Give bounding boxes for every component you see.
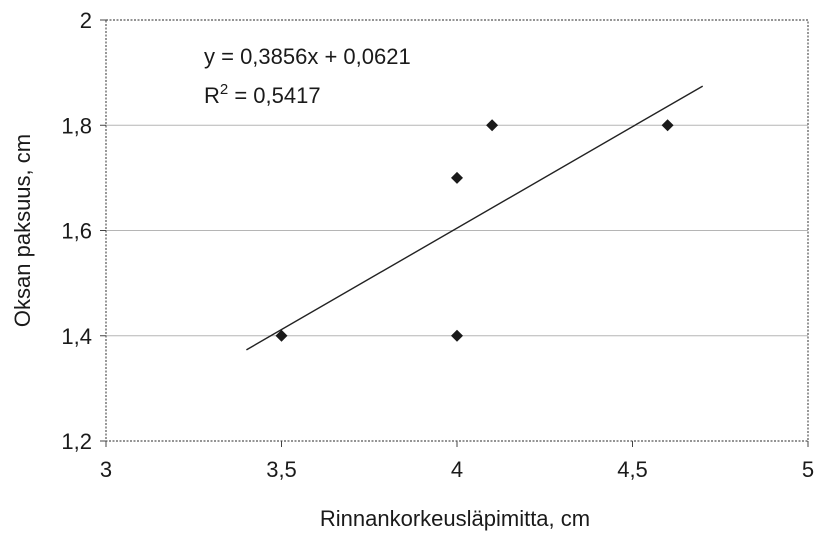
x-tick-label: 3 (100, 457, 112, 482)
y-axis-title: Oksan paksuus, cm (10, 134, 35, 327)
y-axis-ticks: 1,2 1,4 1,6 1,8 2 (61, 8, 106, 454)
data-points (275, 119, 674, 342)
x-tick-label: 4,5 (617, 457, 648, 482)
data-point (486, 119, 499, 132)
x-axis-title: Rinnankorkeusläpimitta, cm (320, 506, 590, 531)
r-squared-prefix: R (204, 83, 220, 108)
data-point (451, 329, 463, 342)
r-squared-value: = 0,5417 (228, 83, 320, 108)
x-tick-label: 3,5 (266, 457, 297, 482)
r-squared-label: R2 = 0,5417 (204, 81, 321, 108)
x-axis-ticks: 3 3,5 4 4,5 5 (100, 441, 814, 482)
trendline (246, 85, 704, 351)
y-tick-label: 1,8 (61, 113, 92, 138)
y-tick-label: 1,2 (61, 429, 92, 454)
r-squared-exponent: 2 (220, 81, 228, 98)
x-tick-label: 4 (451, 457, 463, 482)
x-tick-label: 5 (802, 457, 814, 482)
y-tick-label: 1,4 (61, 324, 92, 349)
trendline-equation: y = 0,3856x + 0,0621 (204, 44, 411, 69)
data-point (275, 329, 288, 342)
data-point (661, 119, 674, 132)
y-tick-label: 1,6 (61, 219, 92, 244)
gridlines (106, 124, 808, 337)
data-point (451, 171, 463, 184)
y-tick-label: 2 (80, 8, 92, 33)
